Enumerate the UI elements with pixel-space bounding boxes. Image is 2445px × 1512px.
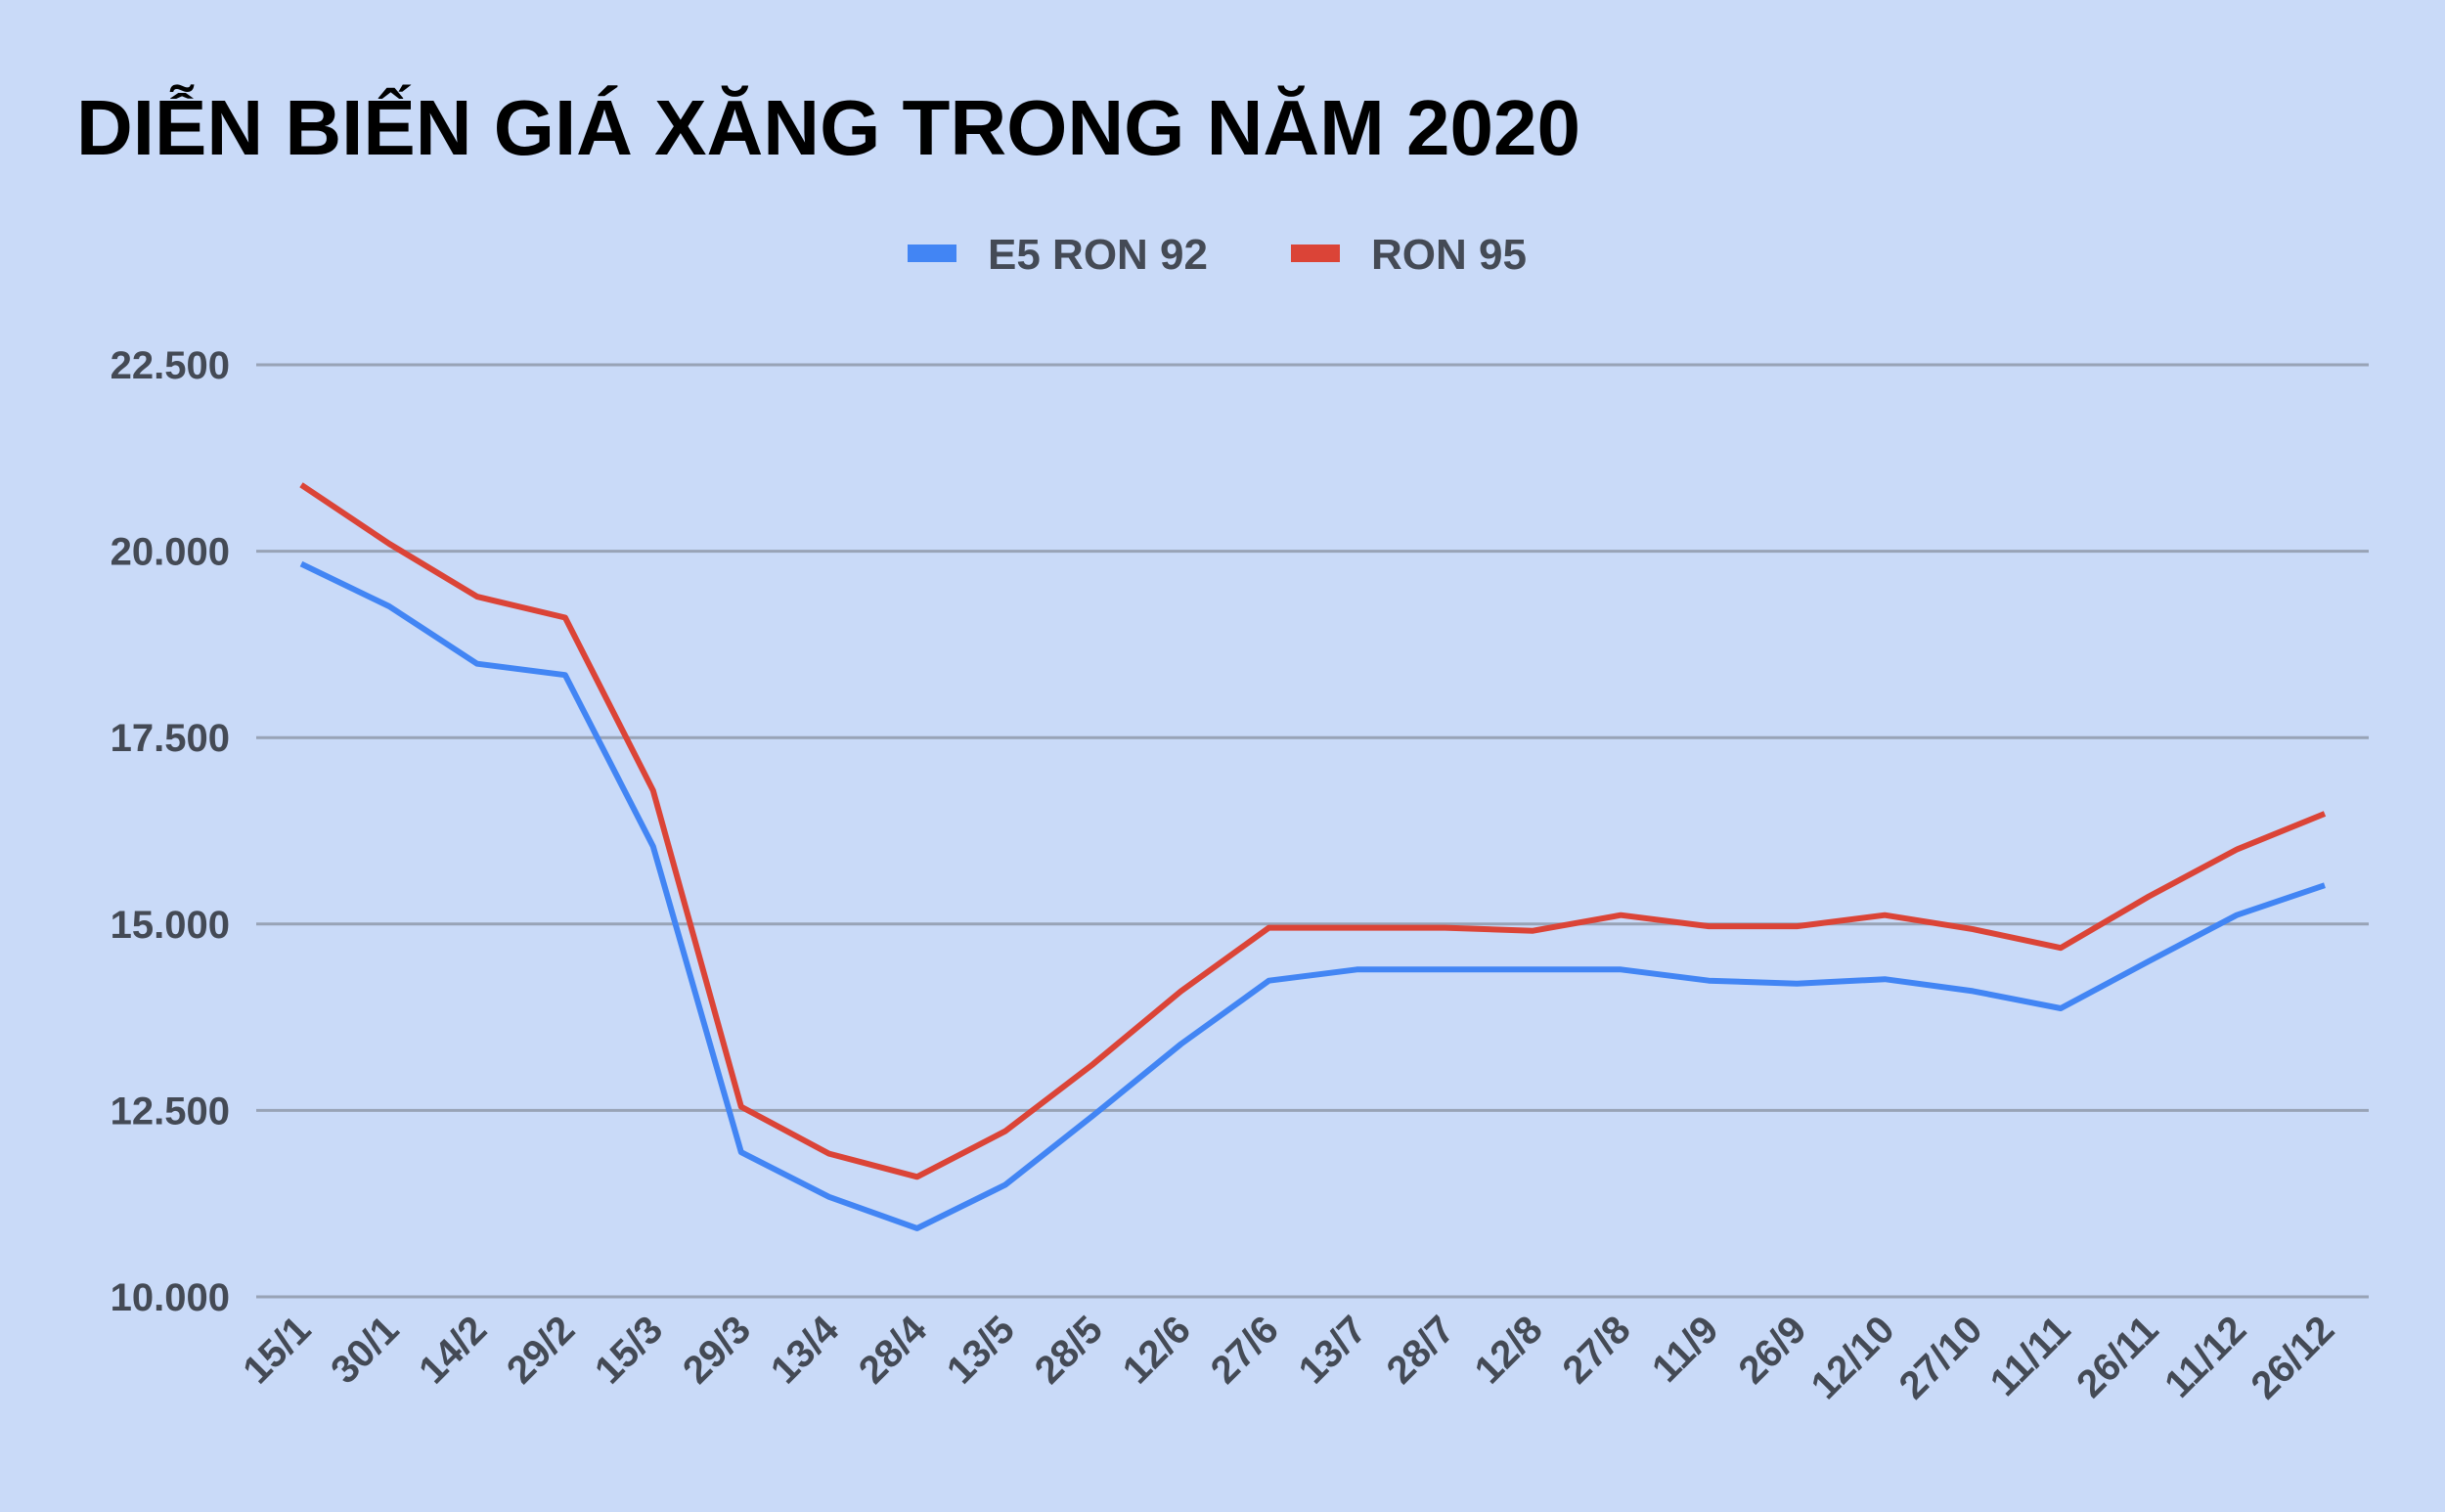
- x-tick-label: 29/2: [499, 1308, 583, 1392]
- series-line-1: [299, 482, 2327, 1180]
- x-tick-label: 26/9: [1730, 1308, 1814, 1392]
- x-tick-label: 28/7: [1379, 1308, 1463, 1392]
- x-tick-label: 11/11: [1982, 1308, 2079, 1404]
- x-tick-label: 26/12: [2243, 1308, 2342, 1407]
- x-tick-label: 12/8: [1467, 1308, 1551, 1392]
- x-tick-label: 27/6: [1203, 1308, 1287, 1392]
- x-tick-label: 28/4: [851, 1308, 936, 1393]
- y-tick-label: 20.000: [111, 531, 230, 574]
- y-tick-label: 12.500: [111, 1090, 230, 1133]
- x-tick-label: 14/2: [411, 1308, 495, 1392]
- grid: [256, 363, 2369, 1299]
- legend-swatch: [1291, 245, 1340, 262]
- y-tick-label: 22.500: [111, 344, 230, 387]
- x-tick-label: 28/5: [1027, 1308, 1111, 1392]
- x-axis: 15/1 30/1 14/2 29/2 15/3 29/3 13/4 28/4 13/5 28/5…: [235, 1308, 2342, 1407]
- series-line-0: [299, 560, 2326, 1231]
- x-tick-label: 11/9: [1644, 1308, 1727, 1391]
- x-tick-label: 27/10: [1891, 1308, 1991, 1407]
- x-tick-label: 12/10: [1803, 1308, 1903, 1407]
- y-tick-label: 10.000: [111, 1276, 230, 1319]
- x-tick-label: 26/11: [2068, 1308, 2166, 1405]
- x-tick-label: 11/12: [2156, 1308, 2254, 1405]
- x-tick-label: 13/7: [1291, 1308, 1375, 1392]
- series-lines: [299, 482, 2327, 1231]
- legend-label: RON 95: [1371, 231, 1527, 279]
- x-tick-label: 15/1: [235, 1308, 319, 1392]
- x-tick-label: 29/3: [675, 1308, 759, 1392]
- y-tick-label: 17.500: [111, 717, 230, 760]
- x-tick-label: 15/3: [587, 1308, 671, 1392]
- legend-swatch: [908, 245, 956, 262]
- x-tick-label: 13/5: [939, 1308, 1023, 1392]
- x-tick-label: 30/1: [323, 1308, 407, 1392]
- y-axis: 10.000 12.500 15.000 17.500 20.000 22.500: [111, 344, 230, 1319]
- x-tick-label: 12/6: [1115, 1308, 1199, 1392]
- x-tick-label: 13/4: [763, 1308, 848, 1393]
- x-tick-label: 27/8: [1555, 1308, 1639, 1392]
- legend: E5 RON 92 RON 95: [908, 231, 1527, 279]
- legend-label: E5 RON 92: [988, 231, 1208, 279]
- chart-title: DIỄN BIẾN GIÁ XĂNG TRONG NĂM 2020: [76, 84, 1580, 171]
- y-tick-label: 15.000: [111, 904, 230, 947]
